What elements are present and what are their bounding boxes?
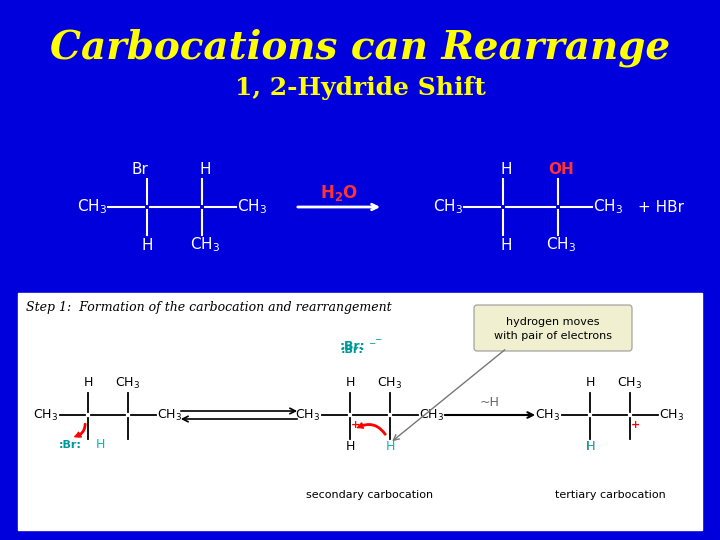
Text: tertiary carbocation: tertiary carbocation <box>554 490 665 500</box>
Text: H: H <box>346 441 355 454</box>
Text: H: H <box>385 441 395 454</box>
Text: Carbocations can Rearrange: Carbocations can Rearrange <box>50 29 670 68</box>
Text: $\mathregular{CH_3}$: $\mathregular{CH_3}$ <box>433 198 463 217</box>
Bar <box>18 293 702 530</box>
Text: $\mathregular{CH_3}$: $\mathregular{CH_3}$ <box>377 375 402 390</box>
Text: :Br:: :Br: <box>341 345 364 355</box>
FancyArrowPatch shape <box>75 424 86 437</box>
Text: H: H <box>346 376 355 389</box>
Text: Step 1:  Formation of the carbocation and rearrangement: Step 1: Formation of the carbocation and… <box>26 300 392 314</box>
Text: + HBr: + HBr <box>638 199 684 214</box>
Text: OH: OH <box>548 161 574 177</box>
Text: $\mathregular{CH_3}$: $\mathregular{CH_3}$ <box>546 235 576 254</box>
Text: $\mathregular{CH_3}$: $\mathregular{CH_3}$ <box>295 408 320 422</box>
Text: H: H <box>585 441 595 454</box>
FancyBboxPatch shape <box>474 305 632 351</box>
Text: ~H: ~H <box>480 396 500 409</box>
FancyArrowPatch shape <box>357 423 386 435</box>
Text: with pair of electrons: with pair of electrons <box>494 331 612 341</box>
Text: $\mathregular{CH_3}$: $\mathregular{CH_3}$ <box>420 408 444 422</box>
Text: $\mathregular{CH_3}$: $\mathregular{CH_3}$ <box>190 235 220 254</box>
Text: H: H <box>84 376 93 389</box>
Text: $\mathregular{CH_3}$: $\mathregular{CH_3}$ <box>593 198 623 217</box>
Text: $\mathregular{H_2O}$: $\mathregular{H_2O}$ <box>320 183 358 203</box>
Text: $\mathregular{CH_3}$: $\mathregular{CH_3}$ <box>660 408 685 422</box>
Text: H: H <box>585 441 595 454</box>
Text: H: H <box>500 161 512 177</box>
Text: :Br:: :Br: <box>339 341 365 354</box>
Text: H: H <box>500 238 512 253</box>
Text: H: H <box>199 161 211 177</box>
Text: $\mathregular{CH_3}$: $\mathregular{CH_3}$ <box>33 408 58 422</box>
Text: H: H <box>95 438 104 451</box>
Text: $\mathregular{CH_3}$: $\mathregular{CH_3}$ <box>77 198 107 217</box>
Text: 1, 2-Hydride Shift: 1, 2-Hydride Shift <box>235 76 485 100</box>
Text: hydrogen moves: hydrogen moves <box>506 317 600 327</box>
Text: $\mathregular{CH_3}$: $\mathregular{CH_3}$ <box>536 408 561 422</box>
Text: H: H <box>141 238 153 253</box>
Text: $\mathregular{CH_3}$: $\mathregular{CH_3}$ <box>158 408 183 422</box>
Text: :Br:: :Br: <box>58 440 81 450</box>
Text: secondary carbocation: secondary carbocation <box>307 490 433 500</box>
Text: +: + <box>351 420 359 430</box>
Text: +: + <box>631 420 639 430</box>
Text: $^{-}$: $^{-}$ <box>368 341 377 354</box>
Text: $\mathregular{CH_3}$: $\mathregular{CH_3}$ <box>618 375 642 390</box>
Text: H: H <box>585 376 595 389</box>
Text: $\mathregular{CH_3}$: $\mathregular{CH_3}$ <box>115 375 140 390</box>
Text: $\mathregular{CH_3}$: $\mathregular{CH_3}$ <box>237 198 267 217</box>
Text: Br: Br <box>132 161 148 177</box>
Text: $^{-}$: $^{-}$ <box>374 336 382 349</box>
